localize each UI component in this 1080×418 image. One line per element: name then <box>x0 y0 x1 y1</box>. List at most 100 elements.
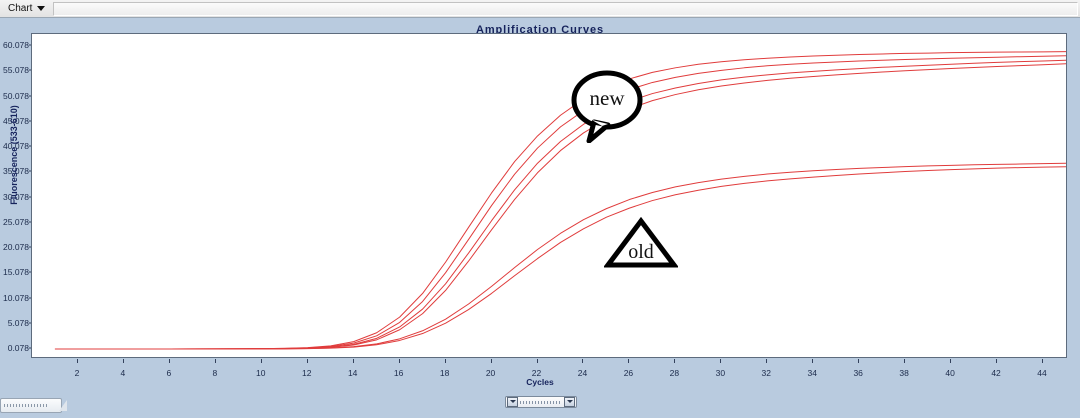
y-axis-tick-mark <box>29 95 32 97</box>
curve-new-2 <box>54 55 1066 350</box>
slider-thumb-left[interactable] <box>507 397 518 407</box>
y-axis-tick-mark <box>29 221 32 223</box>
y-axis-tick-label: 40.078 <box>3 141 29 152</box>
x-axis-tick-label: 14 <box>347 368 358 378</box>
x-axis-tick-mark <box>536 359 538 363</box>
y-axis-tick-mark <box>29 44 32 46</box>
x-axis-tick-mark <box>490 359 492 363</box>
x-axis-tick-mark <box>720 359 722 363</box>
x-axis-ticks: 2 4 6 8 10 12 14 16 18 20 22 24 26 28 30 32 34 36 38 40 42 44 <box>31 359 1067 379</box>
x-axis-tick-mark <box>766 359 768 363</box>
x-axis-tick-label: 10 <box>256 368 266 378</box>
y-axis-tick-mark <box>29 246 32 248</box>
x-axis-tick-mark <box>168 359 170 363</box>
y-axis-tick-label: 15.078 <box>3 267 29 278</box>
x-axis-tick-label: 38 <box>899 368 909 378</box>
curve-new-3 <box>54 59 1066 350</box>
x-axis-tick-label: 40 <box>945 368 955 378</box>
x-axis-tick-label: 36 <box>853 368 863 378</box>
y-axis-tick-mark <box>29 120 32 122</box>
curve-series-group <box>54 51 1066 350</box>
x-axis-tick-label: 34 <box>807 368 817 378</box>
x-axis-tick-mark <box>904 359 906 363</box>
annotation-old-label: old <box>628 241 654 263</box>
curve-old-1 <box>54 162 1066 350</box>
x-axis-tick-label: 2 <box>74 368 80 378</box>
x-axis-tick-mark <box>306 359 308 363</box>
annotation-new-label: new <box>589 86 625 110</box>
x-axis-tick-label: 8 <box>212 368 218 378</box>
x-axis-tick-label: 42 <box>991 368 1001 378</box>
x-axis-tick-mark <box>398 359 400 363</box>
x-axis-tick-mark <box>674 359 676 363</box>
x-axis-tick-mark <box>1042 359 1044 363</box>
x-axis-tick-label: 24 <box>577 368 588 378</box>
x-axis-tick-mark <box>858 359 860 363</box>
triangle-icon <box>603 216 679 268</box>
curve-new-4 <box>54 63 1066 350</box>
x-axis-tick-label: 22 <box>531 368 542 378</box>
x-axis-tick-label: 32 <box>761 368 772 378</box>
menu-bar-filler <box>53 1 1078 16</box>
x-axis-tick-label: 44 <box>1037 368 1047 378</box>
y-axis-label: Fluorescence (533-610) <box>9 105 19 205</box>
y-axis-tick-mark <box>29 347 32 349</box>
speech-bubble-icon <box>571 70 643 144</box>
x-axis-tick-mark <box>444 359 446 363</box>
y-axis-tick-mark <box>29 322 32 324</box>
curve-old-2 <box>54 166 1066 350</box>
x-axis-tick-mark <box>582 359 584 363</box>
status-bar-resize-grip[interactable] <box>0 398 67 413</box>
x-axis-tick-mark <box>122 359 124 363</box>
x-axis-tick-label: 4 <box>120 368 126 378</box>
x-axis-tick-mark <box>76 359 78 363</box>
y-axis-tick-mark <box>29 196 32 198</box>
y-axis-tick-label: 55.078 <box>3 65 29 76</box>
curve-new-1 <box>54 51 1066 350</box>
y-axis-tick-mark <box>29 145 32 147</box>
x-axis-tick-label: 20 <box>485 368 496 378</box>
x-axis-tick-mark <box>950 359 952 363</box>
menu-item-chart[interactable]: Chart <box>0 1 51 17</box>
y-axis-tick-label: 25.078 <box>3 216 29 227</box>
x-axis-tick-mark <box>260 359 262 363</box>
horizontal-range-slider[interactable] <box>505 396 577 408</box>
y-axis-tick-mark <box>29 69 32 71</box>
x-axis-tick-label: 16 <box>393 368 404 378</box>
y-axis-tick-label: 45.078 <box>3 115 29 126</box>
x-axis-tick-mark <box>352 359 354 363</box>
y-axis-tick-mark <box>29 297 32 299</box>
x-axis-tick-label: 26 <box>623 368 634 378</box>
x-axis-tick-mark <box>812 359 814 363</box>
y-axis-tick-label: 20.078 <box>3 242 29 253</box>
y-axis-tick-label: 35.078 <box>3 166 29 177</box>
y-axis-tick-mark <box>29 170 32 172</box>
amplification-curves-plot <box>54 51 1066 350</box>
y-axis-tick-label: 5.078 <box>7 317 29 328</box>
menu-item-chart-label: Chart <box>8 3 33 14</box>
menu-bar: Chart <box>0 0 1080 18</box>
x-axis-label: Cycles <box>526 377 554 387</box>
corner-fold-icon <box>59 400 67 411</box>
y-axis-tick-mark <box>29 271 32 273</box>
y-axis-tick-label: 60.078 <box>3 40 29 51</box>
x-axis-tick-mark <box>214 359 216 363</box>
x-axis-tick-label: 12 <box>301 368 312 378</box>
y-axis-tick-label: 30.078 <box>3 191 29 202</box>
x-axis-tick-mark <box>628 359 630 363</box>
x-axis-tick-label: 18 <box>439 368 450 378</box>
y-axis-tick-label: 0.078 <box>7 343 29 354</box>
y-axis-tick-label: 10.078 <box>3 292 29 303</box>
slider-track[interactable] <box>520 400 562 404</box>
x-axis-tick-label: 30 <box>715 368 726 378</box>
y-axis-ticks: 0.078 5.078 10.078 15.078 20.078 25.078 30.078… <box>0 33 32 358</box>
x-axis-tick-label: 28 <box>669 368 680 378</box>
plot-area[interactable]: new old <box>31 33 1067 358</box>
grip-lines-icon <box>4 404 48 407</box>
slider-thumb-right[interactable] <box>564 397 575 407</box>
x-axis-tick-label: 6 <box>166 368 172 378</box>
chevron-down-icon <box>37 6 46 11</box>
annotation-old: old <box>603 216 679 270</box>
x-axis-tick-mark <box>996 359 998 363</box>
annotation-new: new <box>568 68 646 144</box>
